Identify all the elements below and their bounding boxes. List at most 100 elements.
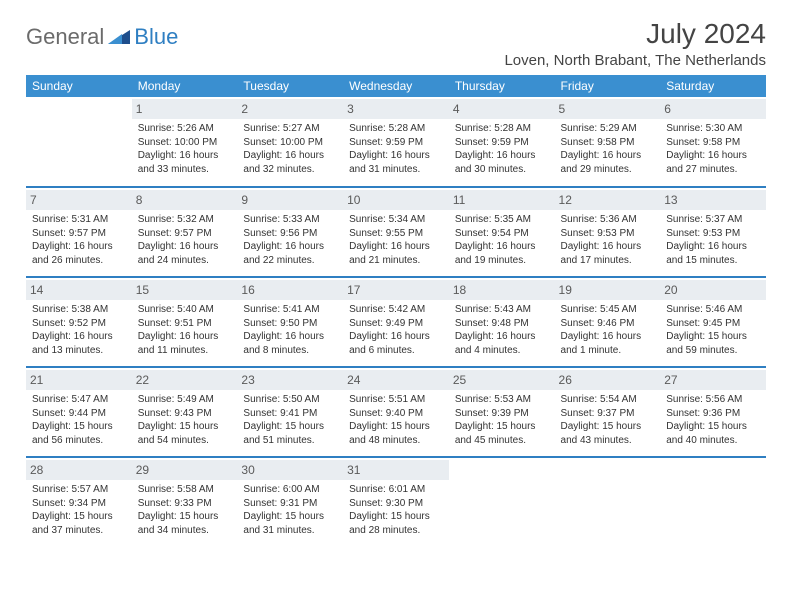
day-number: 29 [132, 460, 238, 480]
day-number: 20 [660, 280, 766, 300]
daylight-text: Daylight: 16 hours and 17 minutes. [561, 240, 655, 267]
day-number: 7 [26, 190, 132, 210]
day-number: 21 [26, 370, 132, 390]
sunrise-text: Sunrise: 6:00 AM [243, 483, 337, 497]
day-header: Friday [555, 75, 661, 97]
day-cell: 3Sunrise: 5:28 AMSunset: 9:59 PMDaylight… [343, 97, 449, 187]
sunrise-text: Sunrise: 6:01 AM [349, 483, 443, 497]
sunset-text: Sunset: 9:39 PM [455, 407, 549, 421]
sunrise-text: Sunrise: 5:45 AM [561, 303, 655, 317]
calendar-table: SundayMondayTuesdayWednesdayThursdayFrid… [26, 75, 766, 547]
sunrise-text: Sunrise: 5:36 AM [561, 213, 655, 227]
day-header: Thursday [449, 75, 555, 97]
sunset-text: Sunset: 9:40 PM [349, 407, 443, 421]
sunrise-text: Sunrise: 5:58 AM [138, 483, 232, 497]
day-cell: 23Sunrise: 5:50 AMSunset: 9:41 PMDayligh… [237, 367, 343, 457]
day-cell: 30Sunrise: 6:00 AMSunset: 9:31 PMDayligh… [237, 457, 343, 547]
sunset-text: Sunset: 9:56 PM [243, 227, 337, 241]
calendar-body: 1Sunrise: 5:26 AMSunset: 10:00 PMDayligh… [26, 97, 766, 547]
day-cell: 14Sunrise: 5:38 AMSunset: 9:52 PMDayligh… [26, 277, 132, 367]
sunrise-text: Sunrise: 5:27 AM [243, 122, 337, 136]
daylight-text: Daylight: 15 hours and 34 minutes. [138, 510, 232, 537]
sunrise-text: Sunrise: 5:57 AM [32, 483, 126, 497]
day-cell: 20 Sunrise: 5:46 AMSunset: 9:45 PMDayligh… [660, 277, 766, 367]
day-number: 13 [660, 190, 766, 210]
daylight-text: Daylight: 16 hours and 22 minutes. [243, 240, 337, 267]
day-cell: 25Sunrise: 5:53 AMSunset: 9:39 PMDayligh… [449, 367, 555, 457]
day-cell: 13Sunrise: 5:37 AMSunset: 9:53 PMDayligh… [660, 187, 766, 277]
sunrise-text: Sunrise: 5:41 AM [243, 303, 337, 317]
day-number: 11 [449, 190, 555, 210]
day-header: Tuesday [237, 75, 343, 97]
sunset-text: Sunset: 9:53 PM [561, 227, 655, 241]
day-number: 18 [449, 280, 555, 300]
sunset-text: Sunset: 9:58 PM [561, 136, 655, 150]
day-number: 19 [555, 280, 661, 300]
sunrise-text: Sunrise: 5:29 AM [561, 122, 655, 136]
sunrise-text: Sunrise: 5:40 AM [138, 303, 232, 317]
day-cell: 8Sunrise: 5:32 AMSunset: 9:57 PMDaylight… [132, 187, 238, 277]
sunrise-text: Sunrise: 5:53 AM [455, 393, 549, 407]
day-header: Wednesday [343, 75, 449, 97]
day-cell [660, 457, 766, 547]
sunrise-text: Sunrise: 5:28 AM [455, 122, 549, 136]
daylight-text: Daylight: 16 hours and 21 minutes. [349, 240, 443, 267]
daylight-text: Daylight: 15 hours and 51 minutes. [243, 420, 337, 447]
daylight-text: Daylight: 16 hours and 11 minutes. [138, 330, 232, 357]
daylight-text: Daylight: 15 hours and 54 minutes. [138, 420, 232, 447]
sunrise-text: Sunrise: 5:34 AM [349, 213, 443, 227]
sunset-text: Sunset: 10:00 PM [138, 136, 232, 150]
sunrise-text: Sunrise: 5:42 AM [349, 303, 443, 317]
day-number: 31 [343, 460, 449, 480]
daylight-text: Daylight: 16 hours and 29 minutes. [561, 149, 655, 176]
day-cell: 21Sunrise: 5:47 AMSunset: 9:44 PMDayligh… [26, 367, 132, 457]
daylight-text: Daylight: 15 hours and 37 minutes. [32, 510, 126, 537]
logo-text-general: General [26, 24, 104, 50]
day-number: 1 [132, 99, 238, 119]
sunset-text: Sunset: 9:43 PM [138, 407, 232, 421]
daylight-text: Daylight: 15 hours and 43 minutes. [561, 420, 655, 447]
day-cell: 31Sunrise: 6:01 AMSunset: 9:30 PMDayligh… [343, 457, 449, 547]
daylight-text: Daylight: 16 hours and 15 minutes. [666, 240, 760, 267]
day-cell [555, 457, 661, 547]
daylight-text: Daylight: 16 hours and 31 minutes. [349, 149, 443, 176]
day-number: 24 [343, 370, 449, 390]
sunset-text: Sunset: 9:59 PM [349, 136, 443, 150]
sunrise-text: Sunrise: 5:50 AM [243, 393, 337, 407]
sunset-text: Sunset: 9:53 PM [666, 227, 760, 241]
day-cell: 18Sunrise: 5:43 AMSunset: 9:48 PMDayligh… [449, 277, 555, 367]
daylight-text: Daylight: 16 hours and 24 minutes. [138, 240, 232, 267]
sunrise-text: Sunrise: 5:30 AM [666, 122, 760, 136]
daylight-text: Daylight: 15 hours and 48 minutes. [349, 420, 443, 447]
sunset-text: Sunset: 9:59 PM [455, 136, 549, 150]
day-cell: 2Sunrise: 5:27 AMSunset: 10:00 PMDayligh… [237, 97, 343, 187]
sunrise-text: Sunrise: 5:46 AM [666, 303, 760, 317]
daylight-text: Daylight: 15 hours and 45 minutes. [455, 420, 549, 447]
sunset-text: Sunset: 9:33 PM [138, 497, 232, 511]
sunset-text: Sunset: 9:45 PM [666, 317, 760, 331]
daylight-text: Daylight: 16 hours and 32 minutes. [243, 149, 337, 176]
day-cell: 16Sunrise: 5:41 AMSunset: 9:50 PMDayligh… [237, 277, 343, 367]
day-number: 15 [132, 280, 238, 300]
daylight-text: Daylight: 16 hours and 19 minutes. [455, 240, 549, 267]
daylight-text: Daylight: 15 hours and 31 minutes. [243, 510, 337, 537]
location-text: Loven, North Brabant, The Netherlands [504, 52, 766, 69]
day-cell: 7Sunrise: 5:31 AMSunset: 9:57 PMDaylight… [26, 187, 132, 277]
sunset-text: Sunset: 9:55 PM [349, 227, 443, 241]
daylight-text: Daylight: 15 hours and 40 minutes. [666, 420, 760, 447]
day-number: 17 [343, 280, 449, 300]
day-cell: 10Sunrise: 5:34 AMSunset: 9:55 PMDayligh… [343, 187, 449, 277]
sunset-text: Sunset: 9:57 PM [138, 227, 232, 241]
day-cell: 17Sunrise: 5:42 AMSunset: 9:49 PMDayligh… [343, 277, 449, 367]
day-number: 8 [132, 190, 238, 210]
day-number: 30 [237, 460, 343, 480]
day-cell [449, 457, 555, 547]
day-number: 22 [132, 370, 238, 390]
day-number: 9 [237, 190, 343, 210]
sunset-text: Sunset: 9:48 PM [455, 317, 549, 331]
daylight-text: Daylight: 16 hours and 4 minutes. [455, 330, 549, 357]
logo-text-blue: Blue [134, 24, 178, 50]
day-number: 6 [660, 99, 766, 119]
daylight-text: Daylight: 16 hours and 26 minutes. [32, 240, 126, 267]
daylight-text: Daylight: 15 hours and 59 minutes. [666, 330, 760, 357]
